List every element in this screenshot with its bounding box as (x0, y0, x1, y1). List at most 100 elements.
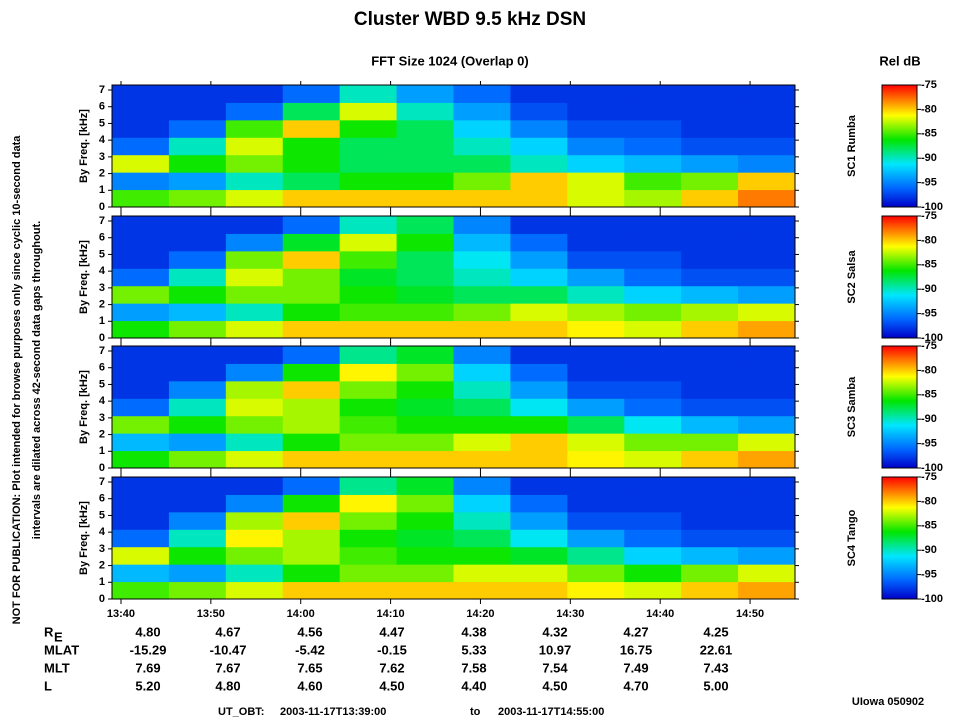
heat-cell (567, 137, 625, 156)
heat-cell (681, 363, 739, 382)
heat-cell (738, 564, 796, 583)
heat-cell (738, 346, 796, 364)
heat-cell (453, 137, 511, 156)
heat-cell (112, 233, 170, 252)
heat-cell (510, 303, 568, 322)
heat-cell (453, 511, 511, 530)
cell: 16.75 (620, 642, 653, 657)
heat-cell (282, 494, 341, 513)
heat-cell (567, 85, 625, 103)
heat-cell (510, 529, 568, 548)
heat-cell (282, 564, 341, 583)
heat-cell (681, 172, 739, 191)
cell: 4.50 (542, 678, 567, 693)
credit: UIowa 050902 (852, 696, 924, 708)
y-tick-label: 3 (99, 543, 105, 555)
heat-cell (282, 137, 341, 156)
cell: 4.80 (135, 624, 160, 639)
heat-cell (225, 511, 284, 530)
colorbar-tick-label: -95 (921, 177, 937, 189)
heat-cell (168, 119, 227, 138)
heat-cell (339, 564, 398, 583)
y-axis-label: By Freq. [kHz] (78, 109, 90, 183)
cell: 4.32 (542, 624, 567, 639)
cell: 4.60 (297, 678, 322, 693)
side-note: intervals are dilated across 42-second d… (31, 221, 43, 539)
heat-cell (339, 303, 398, 322)
heat-cell (624, 285, 682, 304)
cell: 4.38 (461, 624, 486, 639)
heat-cell (738, 216, 796, 234)
heat-cell (396, 154, 454, 173)
y-tick-label: 4 (99, 265, 106, 277)
heat-cell (510, 137, 568, 156)
heat-cell (681, 529, 739, 548)
cell: 4.56 (297, 624, 322, 639)
heat-cell (225, 154, 284, 173)
heat-cell (112, 119, 170, 138)
heat-cell (396, 398, 454, 417)
heat-cell (339, 102, 398, 121)
heat-cell (225, 477, 284, 495)
heat-cell (339, 415, 398, 434)
heat-cell (567, 546, 625, 565)
heat-cell (225, 546, 284, 565)
heat-cell (567, 285, 625, 304)
colorbar (881, 84, 918, 208)
heat-cell (168, 233, 227, 252)
heat-cell (510, 285, 568, 304)
heat-cell (112, 250, 170, 269)
heat-cell (453, 85, 511, 103)
heat-cell (282, 102, 341, 121)
heat-cell (567, 268, 625, 287)
heat-cell (339, 511, 398, 530)
heat-cell (396, 564, 454, 583)
heat-cell (738, 303, 796, 322)
x-tick-label: 14:20 (466, 608, 494, 620)
panel-label: SC4 Tango (846, 509, 858, 566)
heat-cell (624, 511, 682, 530)
colorbar-title: Rel dB (879, 53, 920, 68)
heat-cell (453, 581, 511, 600)
heat-cell (624, 233, 682, 252)
y-tick-label: 4 (99, 134, 106, 146)
colorbar-tick-label: -85 (921, 389, 937, 401)
heat-cell (225, 564, 284, 583)
heat-cell (168, 189, 227, 208)
heat-cell (112, 189, 170, 208)
plot-frame (111, 345, 796, 469)
heat-cell (453, 250, 511, 269)
heat-cell (282, 363, 341, 382)
heat-cell (112, 546, 170, 565)
y-axis-label: By Freq. [kHz] (78, 240, 90, 314)
heat-cell (510, 102, 568, 121)
heat-cell (510, 415, 568, 434)
plot-frame (111, 84, 796, 208)
heat-cell (510, 564, 568, 583)
heat-cell (681, 546, 739, 565)
heat-cell (282, 346, 341, 364)
heat-cell (339, 189, 398, 208)
cell: 7.49 (623, 660, 648, 675)
heat-cell (738, 268, 796, 287)
heat-cell (510, 494, 568, 513)
heat-cell (339, 398, 398, 417)
heat-cell (225, 285, 284, 304)
heat-cell (681, 494, 739, 513)
heat-cell (225, 268, 284, 287)
heat-cell (567, 511, 625, 530)
heat-cell (624, 546, 682, 565)
heat-cell (681, 511, 739, 530)
heat-cell (339, 380, 398, 399)
heat-cell (339, 268, 398, 287)
heat-cell (282, 119, 341, 138)
heat-cell (738, 250, 796, 269)
heat-cell (282, 581, 341, 600)
heat-cell (567, 363, 625, 382)
heat-cell (396, 320, 454, 339)
heat-cell (396, 172, 454, 191)
heat-cell (396, 233, 454, 252)
heat-cell (396, 85, 454, 103)
heat-cell (738, 398, 796, 417)
heat-cell (339, 285, 398, 304)
